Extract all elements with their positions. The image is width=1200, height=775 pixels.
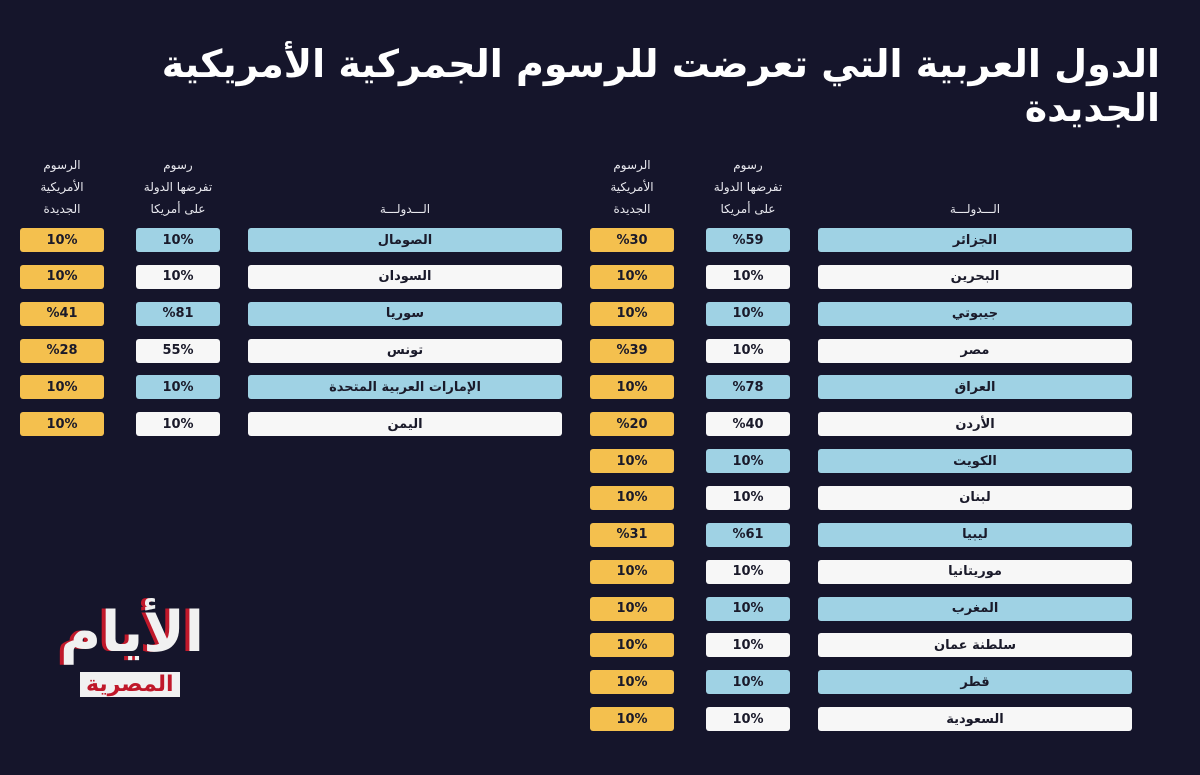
us-tariff-cell: 10%	[20, 375, 104, 400]
country-tariff-cell: %61	[706, 522, 790, 547]
column-header: الرسوم الأمريكية الجديدة	[610, 158, 654, 216]
country-cell: الإمارات العربية المتحدة	[248, 375, 562, 400]
us-tariff-cell: 10%	[590, 596, 674, 621]
us-tariff-cell: 10%	[20, 264, 104, 289]
us-tariff-cell: %30	[590, 228, 674, 252]
column-header: الرسوم الأمريكية الجديدة	[40, 158, 84, 216]
column-header: رسوم تفرضها الدولة على أمريكا	[713, 158, 783, 216]
country-cell: البحرين	[818, 264, 1132, 289]
country-tariff-cell: 10%	[706, 670, 790, 695]
country-tariff-cell: 10%	[706, 338, 790, 363]
country-cell: مصر	[818, 338, 1132, 363]
us-tariff-cell: 10%	[590, 670, 674, 695]
logo-subtext: المصرية	[80, 672, 180, 697]
country-cell: اليمن	[248, 412, 562, 437]
country-tariff-cell: %81	[136, 301, 220, 326]
us-tariff-cell: %28	[20, 338, 104, 363]
country-cell: المغرب	[818, 596, 1132, 621]
country-tariff-cell: 10%	[706, 301, 790, 326]
country-tariff-cell: 10%	[706, 633, 790, 658]
country-cell: السودان	[248, 264, 562, 289]
country-cell: تونس	[248, 338, 562, 363]
us-tariff-cell: %31	[590, 522, 674, 547]
country-tariff-cell: %78	[706, 375, 790, 400]
country-cell: السعودية	[818, 707, 1132, 732]
country-tariff-cell: 10%	[706, 707, 790, 732]
column-header: الـــدولـــة	[379, 202, 431, 216]
us-tariff-cell: 10%	[590, 707, 674, 732]
title: الدول العربية التي تعرضت للرسوم الجمركية…	[161, 42, 1160, 130]
country-cell: قطر	[818, 670, 1132, 695]
us-tariff-cell: 10%	[590, 485, 674, 510]
us-tariff-cell: %20	[590, 412, 674, 437]
country-cell: العراق	[818, 375, 1132, 400]
us-tariff-cell: 10%	[590, 559, 674, 584]
us-tariff-cell: %41	[20, 301, 104, 326]
us-tariff-cell: 10%	[590, 264, 674, 289]
country-cell: ليبيا	[818, 522, 1132, 547]
us-tariff-cell: 10%	[590, 449, 674, 474]
country-cell: سوريا	[248, 301, 562, 326]
us-tariff-cell: %39	[590, 338, 674, 363]
country-cell: الصومال	[248, 228, 562, 252]
country-tariff-cell: 10%	[136, 412, 220, 437]
country-tariff-cell: 55%	[136, 338, 220, 363]
country-tariff-cell: 10%	[706, 559, 790, 584]
country-tariff-cell: %40	[706, 412, 790, 437]
country-cell: لبنان	[818, 485, 1132, 510]
country-tariff-cell: %59	[706, 228, 790, 252]
us-tariff-cell: 10%	[20, 412, 104, 437]
country-cell: جيبوتي	[818, 301, 1132, 326]
country-cell: سلطنة عمان	[818, 633, 1132, 658]
country-cell: الأردن	[818, 412, 1132, 437]
us-tariff-cell: 10%	[20, 228, 104, 252]
country-tariff-cell: 10%	[706, 449, 790, 474]
country-cell: موريتانيا	[818, 559, 1132, 584]
country-cell: الكويت	[818, 449, 1132, 474]
country-tariff-cell: 10%	[136, 264, 220, 289]
us-tariff-cell: 10%	[590, 301, 674, 326]
country-tariff-cell: 10%	[706, 264, 790, 289]
column-header: الـــدولـــة	[949, 202, 1001, 216]
country-tariff-cell: 10%	[136, 375, 220, 400]
us-tariff-cell: 10%	[590, 375, 674, 400]
country-cell: الجزائر	[818, 228, 1132, 252]
column-header: رسوم تفرضها الدولة على أمريكا	[143, 158, 213, 216]
logo-text: الأيام	[60, 600, 204, 665]
country-tariff-cell: 10%	[136, 228, 220, 252]
country-tariff-cell: 10%	[706, 596, 790, 621]
country-tariff-cell: 10%	[706, 485, 790, 510]
us-tariff-cell: 10%	[590, 633, 674, 658]
